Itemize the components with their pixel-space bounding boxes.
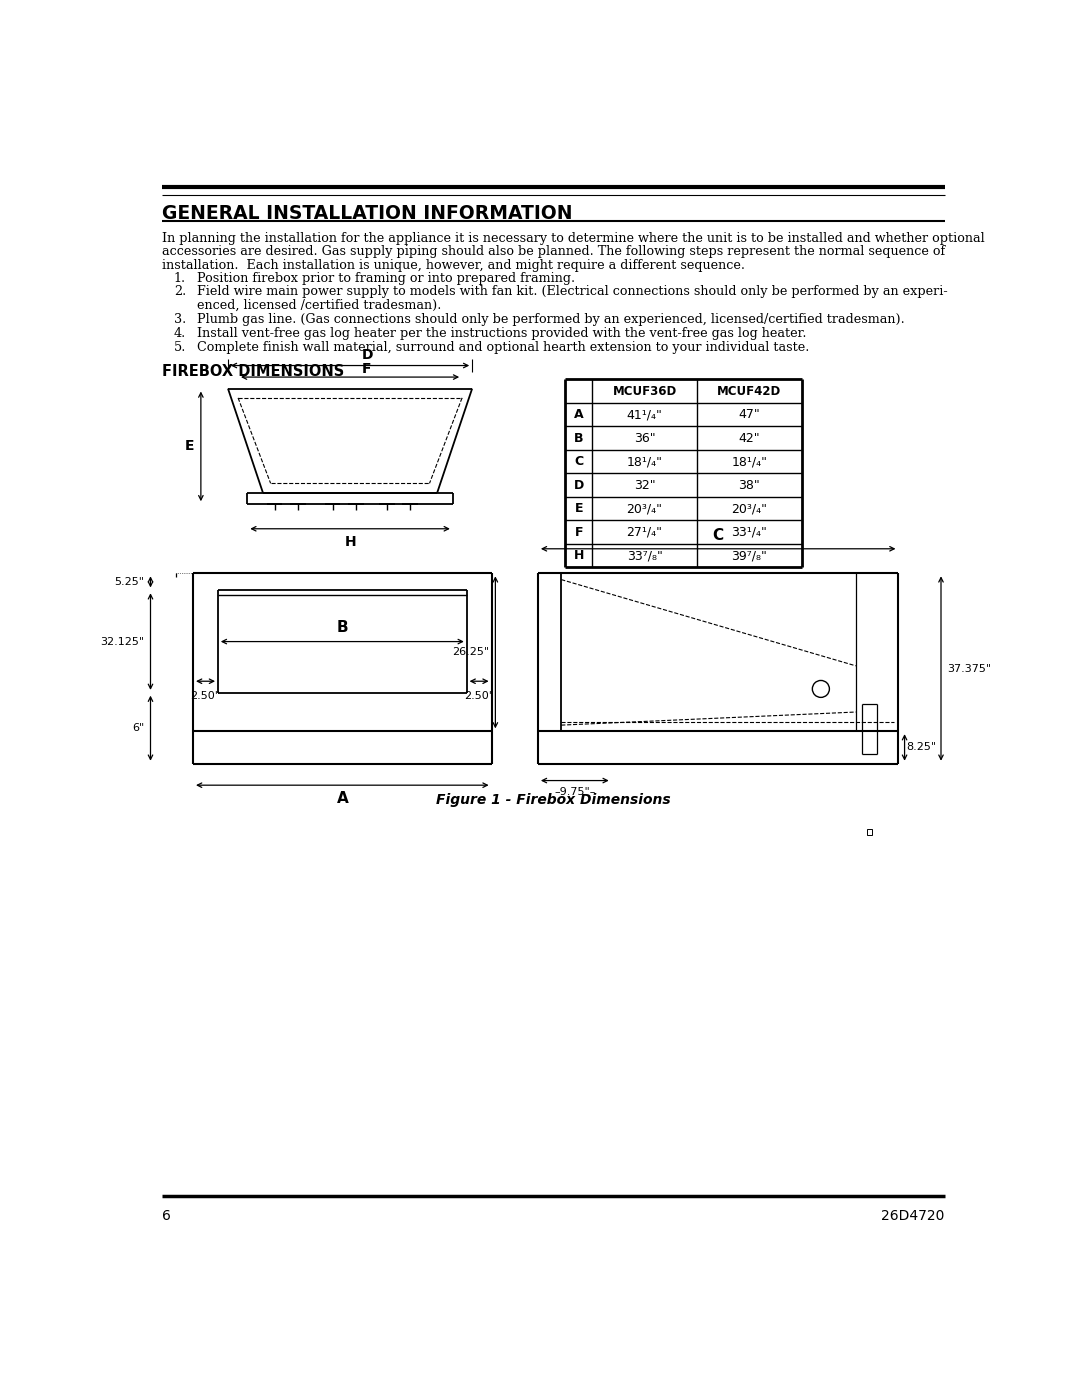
Text: FIREBOX DIMENSIONS: FIREBOX DIMENSIONS [162, 365, 345, 379]
Text: 1.: 1. [174, 271, 186, 285]
Text: 18¹/₄": 18¹/₄" [731, 455, 767, 468]
Text: 8.25": 8.25" [906, 742, 936, 753]
Text: –9.75"–: –9.75"– [554, 787, 595, 796]
Text: 20³/₄": 20³/₄" [731, 502, 767, 515]
Text: 6": 6" [132, 724, 145, 733]
Text: D: D [362, 348, 374, 362]
Text: 26D4720: 26D4720 [881, 1208, 945, 1222]
Text: 20³/₄": 20³/₄" [626, 502, 662, 515]
Text: 39⁷/₈": 39⁷/₈" [731, 549, 767, 562]
Bar [867, 830, 873, 835]
Text: Position firebox prior to framing or into prepared framing.: Position firebox prior to framing or int… [197, 271, 576, 285]
Text: A: A [573, 408, 583, 420]
Text: C: C [713, 528, 724, 542]
Text: 26.25": 26.25" [453, 647, 489, 658]
Text: B: B [573, 432, 583, 444]
Text: E: E [185, 440, 194, 454]
Text: MCUF36D: MCUF36D [612, 384, 677, 398]
Text: C: C [575, 455, 583, 468]
Text: H: H [573, 549, 584, 562]
Text: 33⁷/₈": 33⁷/₈" [626, 549, 662, 562]
Text: Figure 1 - Firebox Dimensions: Figure 1 - Firebox Dimensions [436, 793, 671, 807]
Text: 37.375": 37.375" [947, 664, 991, 673]
Text: 5.25": 5.25" [114, 577, 145, 587]
Text: E: E [575, 502, 583, 515]
Text: 27¹/₄": 27¹/₄" [626, 525, 662, 538]
Text: Field wire main power supply to models with fan kit. (Electrical connections sho: Field wire main power supply to models w… [197, 285, 947, 299]
Text: 2.50": 2.50" [190, 692, 220, 701]
Text: GENERAL INSTALLATION INFORMATION: GENERAL INSTALLATION INFORMATION [162, 204, 572, 224]
Text: H: H [345, 535, 356, 549]
Text: 32.125": 32.125" [100, 637, 145, 647]
Text: 5.: 5. [174, 341, 186, 353]
Text: installation.  Each installation is unique, however, and might require a differe: installation. Each installation is uniqu… [162, 258, 745, 271]
Text: 41¹/₄": 41¹/₄" [626, 408, 662, 420]
Text: 2.50": 2.50" [464, 692, 494, 701]
Text: Install vent-free gas log heater per the instructions provided with the vent-fre: Install vent-free gas log heater per the… [197, 327, 807, 339]
Text: 2.: 2. [174, 285, 186, 299]
Text: In planning the installation for the appliance it is necessary to determine wher: In planning the installation for the app… [162, 232, 985, 244]
Text: 32": 32" [634, 479, 656, 492]
Text: 36": 36" [634, 432, 656, 444]
Text: Plumb gas line. (Gas connections should only be performed by an experienced, lic: Plumb gas line. (Gas connections should … [197, 313, 905, 326]
Text: 3.: 3. [174, 313, 186, 326]
Text: D: D [573, 479, 584, 492]
Text: enced, licensed /certified tradesman).: enced, licensed /certified tradesman). [197, 299, 442, 312]
Text: F: F [575, 525, 583, 538]
Text: 6: 6 [162, 1208, 171, 1222]
Text: A: A [337, 791, 348, 806]
Text: 42": 42" [739, 432, 760, 444]
Text: 38": 38" [739, 479, 760, 492]
Text: Complete finish wall material, surround and optional hearth extension to your in: Complete finish wall material, surround … [197, 341, 809, 353]
Text: F: F [362, 362, 372, 376]
Text: 33¹/₄": 33¹/₄" [731, 525, 767, 538]
Text: 4.: 4. [174, 327, 186, 339]
Text: B: B [337, 620, 348, 636]
Text: accessories are desired. Gas supply piping should also be planned. The following: accessories are desired. Gas supply pipi… [162, 244, 945, 258]
Text: 18¹/₄": 18¹/₄" [626, 455, 662, 468]
Text: MCUF42D: MCUF42D [717, 384, 781, 398]
Text: 47": 47" [739, 408, 760, 420]
